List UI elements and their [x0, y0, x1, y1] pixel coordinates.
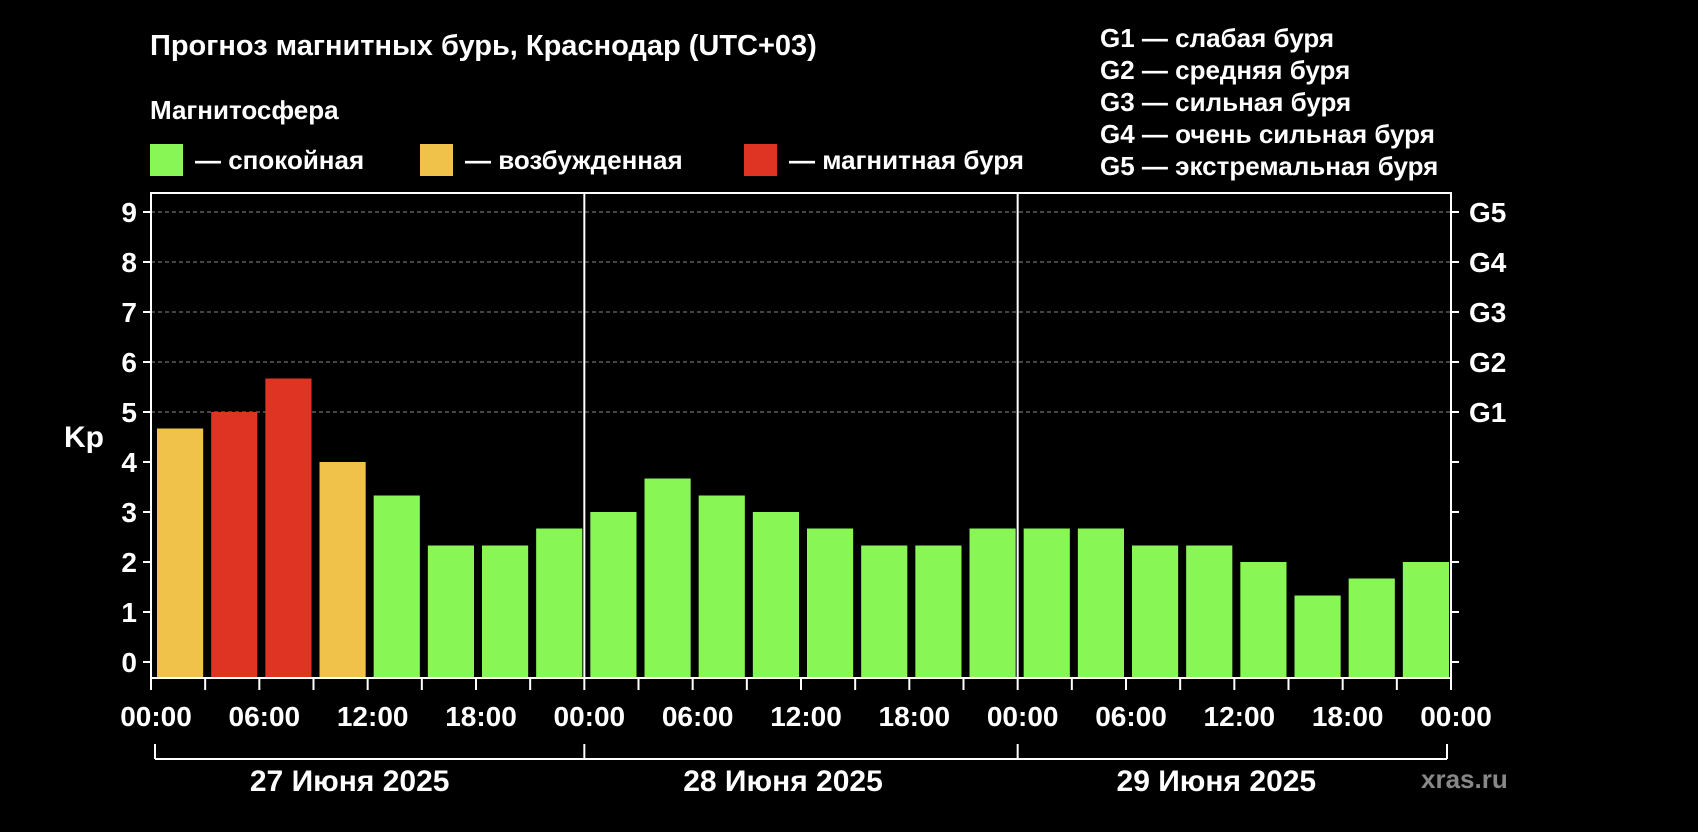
y-tick-label: 8	[121, 247, 137, 278]
kp-bar	[644, 478, 691, 678]
x-tick-label: 06:00	[662, 701, 734, 732]
kp-bar	[373, 495, 420, 678]
kp-bar	[969, 528, 1016, 678]
chart-title: Прогноз магнитных бурь, Краснодар (UTC+0…	[150, 30, 817, 62]
y-tick-label: 4	[121, 447, 137, 478]
kp-bar	[1132, 545, 1179, 678]
kp-bar	[861, 545, 908, 678]
y-tick-label: 0	[121, 647, 137, 678]
x-tick-label: 06:00	[229, 701, 301, 732]
y-tick-label: 6	[121, 347, 137, 378]
y-axis-label: Kp	[64, 421, 104, 454]
kp-bar	[482, 545, 529, 678]
kp-bar	[536, 528, 583, 678]
kp-bar	[915, 545, 962, 678]
y-tick-label: 2	[121, 547, 137, 578]
legend-swatch-storm	[744, 144, 777, 176]
kp-bar	[211, 412, 258, 678]
y-tick-label: 5	[121, 397, 137, 428]
kp-bar	[1186, 545, 1233, 678]
x-tick-label: 18:00	[879, 701, 951, 732]
y-tick-label: 1	[121, 597, 137, 628]
kp-bar	[157, 428, 204, 678]
legend-label-quiet: — спокойная	[195, 144, 365, 175]
x-tick-label: 00:00	[987, 701, 1059, 732]
kp-bar	[807, 528, 854, 678]
g-level-label: G5	[1469, 197, 1506, 228]
g-level-label: G1	[1469, 397, 1506, 428]
y-tick-label: 9	[121, 197, 137, 228]
g-legend-item-g5: G5 — экстремальная буря	[1100, 151, 1439, 181]
y-tick-label: 3	[121, 497, 137, 528]
legend-subtitle: Магнитосфера	[150, 95, 339, 125]
x-tick-label: 12:00	[1204, 701, 1276, 732]
legend-swatch-quiet	[150, 144, 183, 176]
kp-bar	[1240, 562, 1287, 678]
kp-bar	[1348, 578, 1395, 678]
g-level-label: G3	[1469, 297, 1506, 328]
kp-bar	[1402, 562, 1449, 678]
legend-label-storm: — магнитная буря	[789, 144, 1024, 175]
g-level-label: G4	[1469, 247, 1507, 278]
kp-bar	[1023, 528, 1070, 678]
kp-bar	[590, 512, 637, 678]
kp-bar	[698, 495, 745, 678]
legend-item-active: — возбужденная	[420, 143, 683, 177]
x-tick-label: 12:00	[770, 701, 842, 732]
legend-item-quiet: — спокойная	[150, 143, 364, 177]
g-level-label: G2	[1469, 347, 1506, 378]
g-legend-item-g3: G3 — сильная буря	[1100, 87, 1352, 117]
legend-swatch-active	[420, 144, 453, 176]
kp-bar	[1077, 528, 1124, 678]
day-label: 29 Июня 2025	[1117, 765, 1317, 798]
x-tick-label: 00:00	[120, 701, 192, 732]
legend-item-storm: — магнитная буря	[744, 143, 1024, 177]
y-tick-label: 7	[121, 297, 137, 328]
g-legend-item-g4: G4 — очень сильная буря	[1100, 119, 1435, 149]
day-label: 28 Июня 2025	[683, 765, 883, 798]
g-scale-legend: G1 — слабая буря G2 — средняя буря G3 — …	[1100, 22, 1438, 182]
g-legend-item-g2: G2 — средняя буря	[1100, 55, 1351, 85]
kp-bar	[265, 378, 312, 678]
x-tick-label: 18:00	[445, 701, 517, 732]
g-legend-item-g1: G1 — слабая буря	[1100, 23, 1335, 53]
day-label: 27 Июня 2025	[250, 765, 450, 798]
x-tick-label: 00:00	[1420, 701, 1492, 732]
x-tick-label: 12:00	[337, 701, 409, 732]
kp-bar	[752, 512, 799, 678]
kp-bar	[427, 545, 474, 678]
x-tick-label: 06:00	[1095, 701, 1167, 732]
kp-bar	[319, 462, 366, 678]
x-tick-label: 00:00	[554, 701, 626, 732]
kp-bar	[1294, 595, 1341, 678]
legend-label-active: — возбужденная	[465, 144, 683, 175]
watermark: xras.ru	[1421, 764, 1508, 794]
x-tick-label: 18:00	[1312, 701, 1384, 732]
